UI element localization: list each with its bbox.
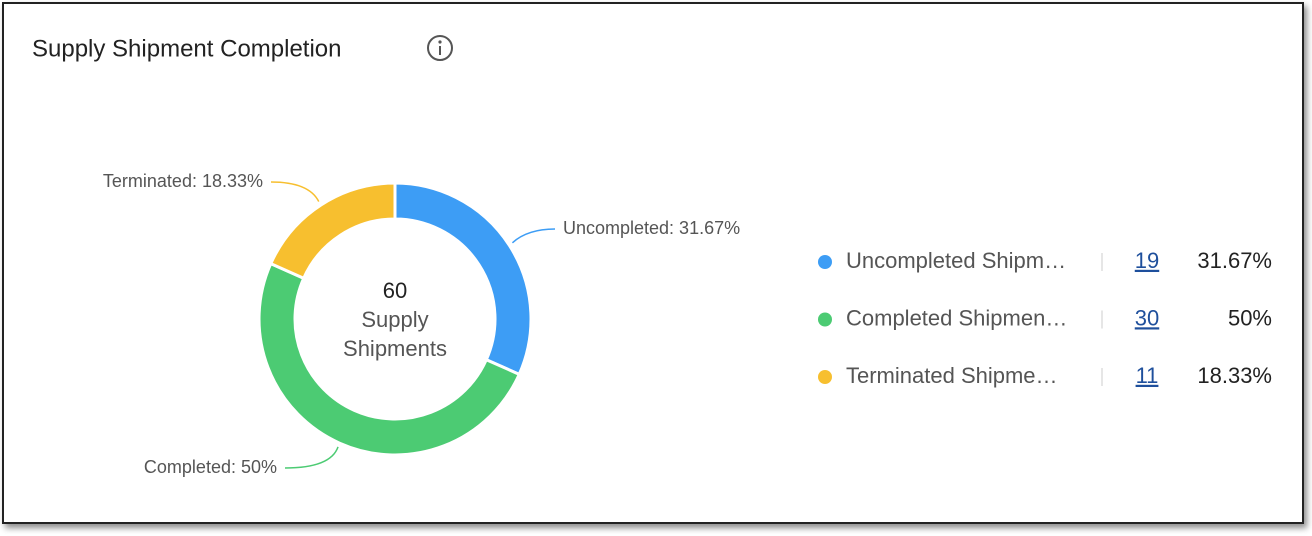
slice-label: Terminated: 18.33% [103, 171, 263, 191]
donut-slice [268, 181, 397, 281]
center-summary: 60 Supply Shipments [330, 276, 460, 363]
legend-count-link[interactable]: 19 [1135, 248, 1159, 273]
legend-name: Terminated Shipme… [846, 363, 1058, 388]
slice-label: Uncompleted: 31.67% [563, 218, 740, 238]
slice-label: Completed: 50% [144, 457, 277, 477]
center-value: 60 [382, 278, 408, 303]
legend-name: Completed Shipmen… [846, 305, 1067, 330]
legend-count-link[interactable]: 11 [1136, 363, 1159, 388]
donut-slice [257, 261, 522, 457]
legend-percent: 50% [1228, 305, 1272, 330]
legend-dot [818, 370, 832, 384]
leader-line [284, 446, 339, 469]
card [2, 2, 1304, 524]
legend-count-link[interactable]: 30 [1135, 305, 1159, 330]
leader-line [270, 181, 320, 202]
widget-title: Supply Shipment Completion [32, 35, 342, 62]
legend-name: Uncompleted Shipm… [846, 248, 1066, 273]
legend-percent: 31.67% [1197, 248, 1272, 273]
legend-percent: 18.33% [1197, 363, 1272, 388]
legend-dot [818, 255, 832, 269]
center-label: Supply Shipments [343, 307, 447, 361]
leader-line [511, 228, 556, 244]
legend-dot [818, 312, 832, 327]
info-icon[interactable] [427, 35, 453, 61]
